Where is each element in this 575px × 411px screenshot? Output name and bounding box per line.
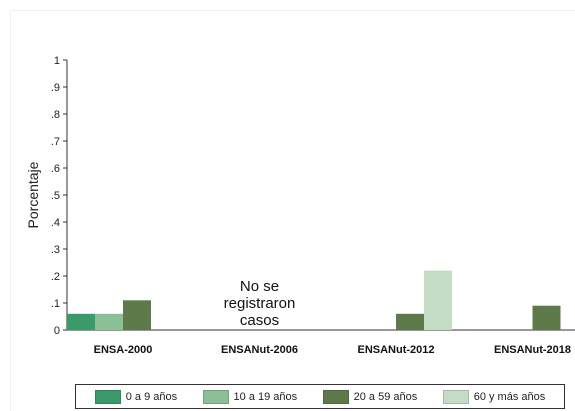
- legend-item: 60 y más años: [442, 389, 546, 404]
- x-tick-label: ENSANut-2012: [357, 344, 434, 356]
- y-tick-label: 0: [54, 325, 60, 337]
- bar: [67, 313, 95, 330]
- annotation-text: No se: [240, 278, 279, 295]
- bar: [396, 313, 424, 330]
- annotation-text: casos: [240, 312, 279, 329]
- x-tick-label: ENSANut-2006: [221, 344, 298, 356]
- y-tick-label: .1: [51, 298, 60, 310]
- bar-chart: Porcentaje 0 .1 .2 .3 .4 .5 .6 .7 .8 .9 1 ENSA-200…: [25, 55, 575, 356]
- y-tick-label: .2: [51, 271, 60, 283]
- bar: [424, 270, 452, 330]
- legend-item: 0 a 9 años: [94, 389, 178, 404]
- legend-swatch: [442, 389, 469, 404]
- x-tick-labels: ENSA-2000 ENSANut-2006 ENSANut-2012 ENSANut…: [94, 344, 571, 356]
- x-tick-label: ENSANut-2018: [494, 344, 571, 356]
- legend-label: 60 y más años: [473, 390, 546, 403]
- legend-item: 10 a 19 años: [202, 389, 298, 404]
- y-tick-label: 1: [54, 55, 60, 67]
- bar: [95, 313, 123, 330]
- y-tick-label: .4: [51, 217, 60, 229]
- legend-label: 0 a 9 años: [125, 390, 178, 403]
- legend-swatch: [202, 389, 229, 404]
- y-tick-label: .6: [51, 163, 60, 175]
- y-tick-label: .8: [51, 109, 60, 121]
- legend-label: 20 a 59 años: [353, 390, 418, 403]
- y-tick-label: .3: [51, 244, 60, 256]
- chart-frame: [10, 10, 575, 411]
- legend-swatch: [322, 389, 349, 404]
- legend: 0 a 9 años 10 a 19 años 20 a 59 años 60 y m…: [75, 384, 565, 409]
- legend-swatch: [94, 389, 121, 404]
- legend-item: 20 a 59 años: [322, 389, 418, 404]
- bar: [123, 300, 151, 330]
- bars: [67, 270, 561, 330]
- bar: [532, 305, 561, 330]
- annotation-text: registraron: [224, 295, 296, 312]
- y-tick-label: .7: [51, 136, 60, 148]
- y-axis-title: Porcentaje: [25, 161, 41, 228]
- axes: 0 .1 .2 .3 .4 .5 .6 .7 .8 .9 1: [51, 55, 575, 337]
- legend-label: 10 a 19 años: [233, 390, 298, 403]
- x-tick-label: ENSA-2000: [94, 344, 153, 356]
- y-tick-label: .5: [51, 190, 60, 202]
- y-tick-label: .9: [51, 82, 60, 94]
